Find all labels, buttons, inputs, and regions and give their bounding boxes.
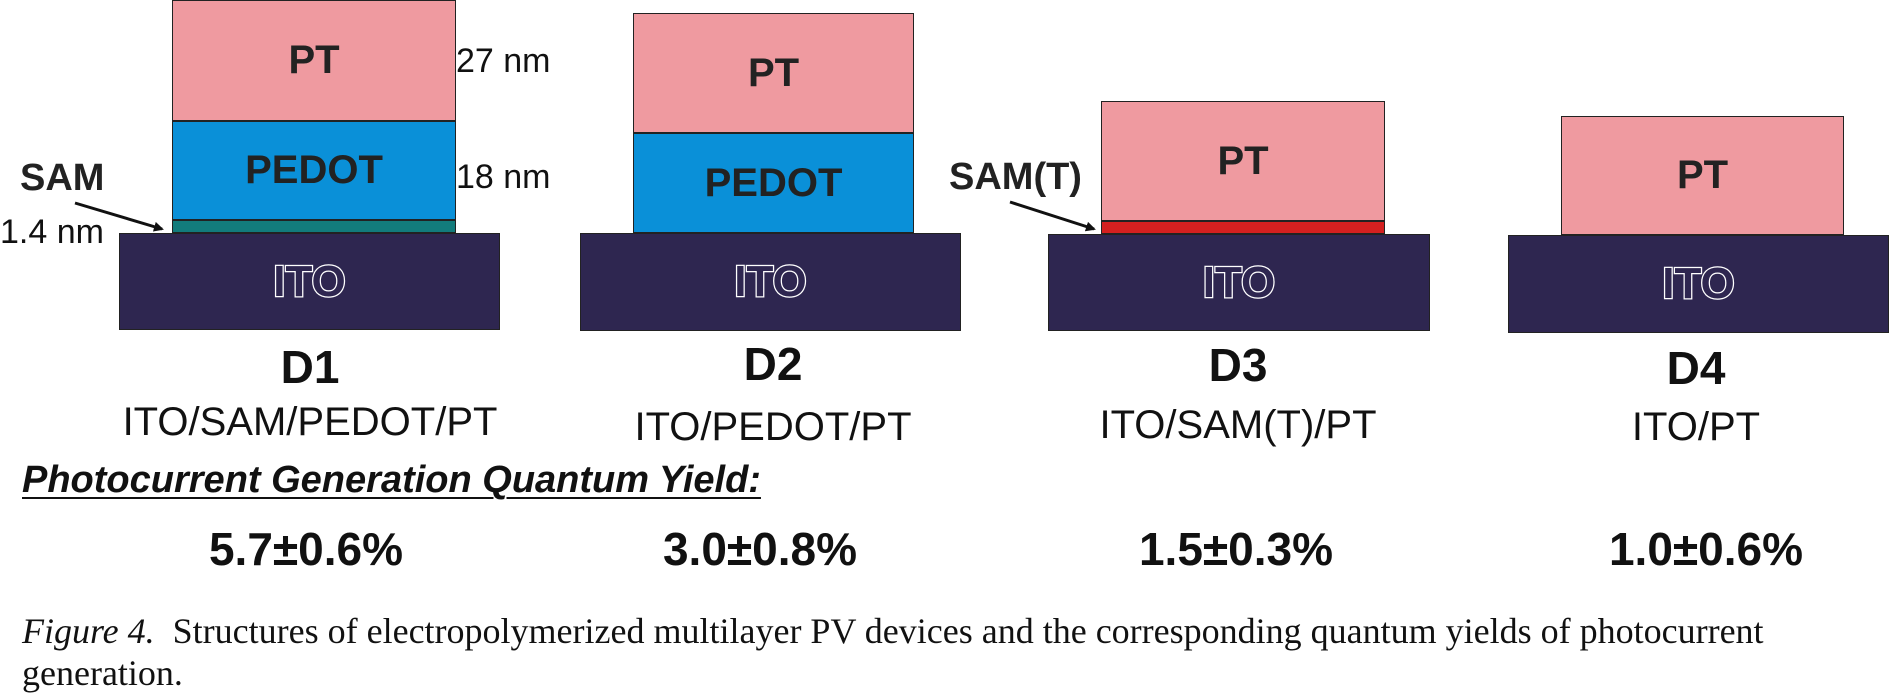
d1-pedot-thickness-label: 18 nm — [456, 158, 551, 196]
d2-quantum-yield: 3.0±0.8% — [662, 523, 858, 575]
d3-samt-layer — [1101, 221, 1385, 234]
d3-samt-arrow — [1009, 200, 1096, 232]
d2-pt-layer: PT — [633, 13, 914, 133]
figure-label: Figure 4. — [22, 611, 155, 651]
d4-stack-label: ITO/PT — [1631, 405, 1761, 449]
d4-quantum-yield: 1.0±0.6% — [1608, 523, 1804, 575]
d3-pt-layer: PT — [1101, 101, 1385, 221]
d2-ito-layer: ITO — [580, 233, 961, 331]
figure-caption: Figure 4. Structures of electropolymeriz… — [22, 610, 1872, 694]
d1-sam-callout-label: SAM — [20, 157, 105, 199]
d1-ito-layer: ITO — [119, 233, 500, 330]
d1-pt-thickness-label: 27 nm — [456, 42, 551, 80]
d1-sam-layer — [172, 220, 456, 233]
d4-pt-layer: PT — [1561, 116, 1844, 235]
d2-stack-label: ITO/PEDOT/PT — [634, 405, 912, 449]
d1-stack-label: ITO/SAM/PEDOT/PT — [122, 400, 498, 444]
d1-sam-arrow — [74, 201, 164, 232]
d3-ito-layer: ITO — [1048, 234, 1430, 331]
d4-ito-layer: ITO — [1508, 235, 1889, 333]
d4-device-id: D4 — [1666, 342, 1726, 394]
d3-device-id: D3 — [1208, 339, 1268, 391]
d2-device-id: D2 — [743, 338, 803, 390]
figure-caption-text: Structures of electropolymerized multila… — [22, 611, 1764, 693]
d3-samt-callout-label: SAM(T) — [949, 156, 1082, 198]
d3-quantum-yield: 1.5±0.3% — [1138, 523, 1334, 575]
d1-quantum-yield: 5.7±0.6% — [208, 523, 404, 575]
quantum-yield-heading: Photocurrent Generation Quantum Yield: — [22, 459, 761, 501]
d1-device-id: D1 — [280, 341, 340, 393]
d1-sam-thickness-label: 1.4 nm — [0, 213, 104, 251]
d1-pt-layer: PT — [172, 0, 456, 121]
d3-stack-label: ITO/SAM(T)/PT — [1099, 403, 1377, 447]
d2-pedot-layer: PEDOT — [633, 133, 914, 233]
d1-pedot-layer: PEDOT — [172, 121, 456, 220]
